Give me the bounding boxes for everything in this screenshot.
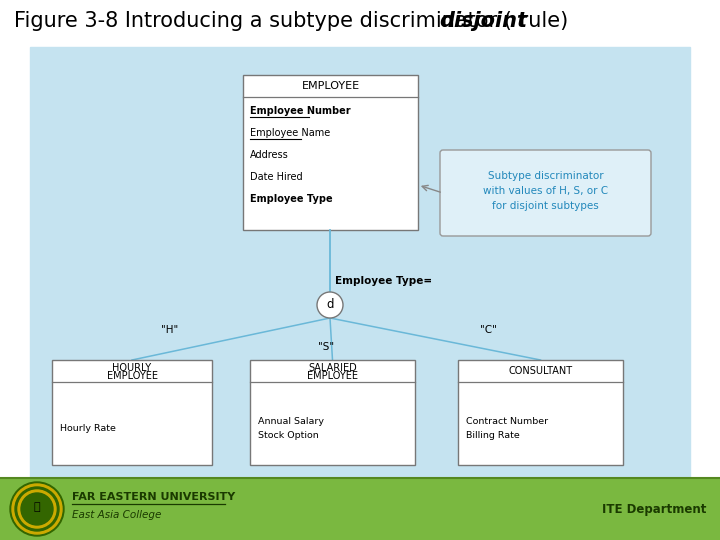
- FancyBboxPatch shape: [250, 360, 415, 465]
- Circle shape: [12, 484, 62, 534]
- Text: ITE Department: ITE Department: [602, 503, 706, 516]
- Text: Figure 3-8 Introducing a subtype discriminator (: Figure 3-8 Introducing a subtype discrim…: [14, 11, 512, 31]
- Text: "S": "S": [318, 342, 334, 352]
- Text: EMPLOYEE: EMPLOYEE: [307, 371, 358, 381]
- Text: 🌿: 🌿: [34, 502, 40, 512]
- Text: FAR EASTERN UNIVERSITY: FAR EASTERN UNIVERSITY: [72, 492, 235, 502]
- Bar: [0, 478, 720, 540]
- Text: Subtype discriminator
with values of H, S, or C
for disjoint subtypes: Subtype discriminator with values of H, …: [483, 171, 608, 211]
- Text: "C": "C": [480, 325, 496, 335]
- Circle shape: [15, 487, 59, 531]
- Text: EMPLOYEE: EMPLOYEE: [107, 371, 158, 381]
- Text: Employee Number: Employee Number: [250, 106, 351, 116]
- FancyBboxPatch shape: [52, 360, 212, 465]
- Text: CONSULTANT: CONSULTANT: [508, 366, 572, 376]
- Text: East Asia College: East Asia College: [72, 510, 161, 520]
- Text: disjoint: disjoint: [438, 11, 527, 31]
- Bar: [30, 47, 690, 477]
- Bar: [0, 0, 720, 45]
- Text: Contract Number
Billing Rate: Contract Number Billing Rate: [466, 417, 548, 440]
- Circle shape: [317, 292, 343, 318]
- Text: Employee Name: Employee Name: [250, 128, 330, 138]
- Text: Employee Type=: Employee Type=: [335, 276, 432, 286]
- Text: EMPLOYEE: EMPLOYEE: [302, 81, 359, 91]
- Circle shape: [10, 482, 64, 536]
- Circle shape: [18, 490, 56, 528]
- Text: Date Hired: Date Hired: [250, 172, 302, 182]
- Text: Hourly Rate: Hourly Rate: [60, 424, 116, 433]
- FancyBboxPatch shape: [458, 360, 623, 465]
- FancyBboxPatch shape: [440, 150, 651, 236]
- Text: SALARIED: SALARIED: [308, 363, 357, 373]
- Text: "H": "H": [161, 325, 179, 335]
- FancyBboxPatch shape: [243, 75, 418, 230]
- Text: HOURLY: HOURLY: [112, 363, 152, 373]
- Text: d: d: [326, 299, 334, 312]
- Circle shape: [21, 493, 53, 525]
- Text: Address: Address: [250, 150, 289, 160]
- Text: Annual Salary
Stock Option: Annual Salary Stock Option: [258, 417, 324, 440]
- Text: rule): rule): [513, 11, 568, 31]
- Text: Employee Type: Employee Type: [250, 194, 333, 204]
